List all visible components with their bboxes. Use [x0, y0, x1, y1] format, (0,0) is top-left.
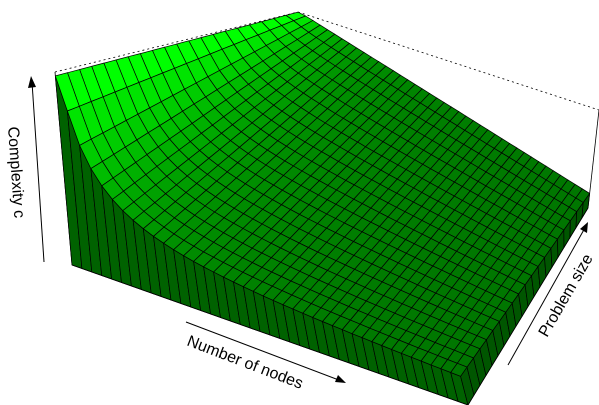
surface-cell	[450, 362, 468, 377]
box-edge	[71, 264, 469, 405]
axis-arrow-nodes	[185, 321, 346, 383]
x-axis-label: Number of nodes	[185, 333, 306, 393]
box-edge	[587, 109, 599, 209]
axis-arrow-problem-size	[507, 222, 588, 366]
bounding-box-front	[71, 109, 599, 405]
z-axis-label: Complexity c	[4, 126, 27, 219]
box-edge	[467, 207, 589, 405]
box-edge	[54, 11, 299, 73]
surface-mesh	[54, 11, 591, 405]
axis-arrow-complexity	[28, 76, 45, 263]
